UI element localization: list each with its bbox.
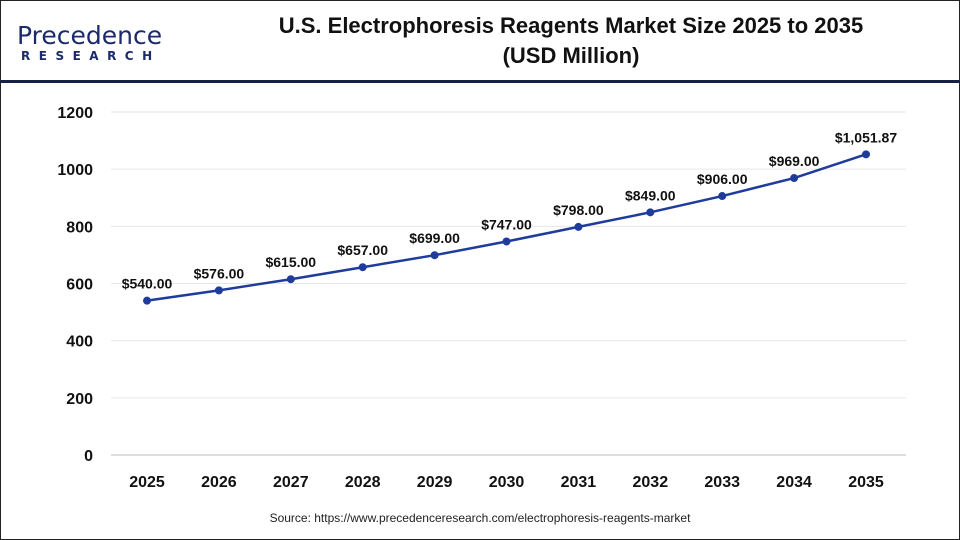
y-tick-label: 1200 xyxy=(57,105,93,122)
logo-line1: Precedence xyxy=(17,21,163,50)
y-tick-label: 0 xyxy=(84,448,93,465)
y-tick-label: 1000 xyxy=(57,162,93,179)
data-label: $657.00 xyxy=(337,242,388,258)
x-tick-label: 2026 xyxy=(201,474,237,491)
x-tick-label: 2031 xyxy=(561,474,597,491)
x-tick-label: 2025 xyxy=(129,474,165,491)
data-point xyxy=(214,286,223,295)
data-label: $798.00 xyxy=(553,202,604,218)
x-tick-label: 2030 xyxy=(489,474,525,491)
x-tick-label: 2035 xyxy=(848,474,884,491)
data-point xyxy=(574,222,583,231)
data-label: $699.00 xyxy=(409,230,460,246)
data-label: $906.00 xyxy=(697,171,748,187)
x-tick-label: 2033 xyxy=(704,474,740,491)
x-tick-label: 2028 xyxy=(345,474,381,491)
x-tick-label: 2027 xyxy=(273,474,309,491)
data-point xyxy=(646,208,655,217)
x-tick-label: 2032 xyxy=(633,474,669,491)
data-label: $576.00 xyxy=(194,265,245,281)
data-label: $969.00 xyxy=(769,153,820,169)
x-tick-label: 2034 xyxy=(776,474,812,491)
logo-line2: RESEARCH xyxy=(21,49,161,63)
data-point xyxy=(143,296,151,305)
data-label: $849.00 xyxy=(625,187,676,203)
data-label: $540.00 xyxy=(122,276,173,292)
data-label: $747.00 xyxy=(481,216,532,232)
source-note: Source: https://www.precedenceresearch.c… xyxy=(269,511,691,525)
data-point xyxy=(430,251,439,260)
y-tick-label: 200 xyxy=(66,391,93,408)
y-tick-label: 400 xyxy=(66,334,93,351)
y-tick-label: 800 xyxy=(66,219,93,236)
logo: Precedence RESEARCH xyxy=(17,21,163,64)
data-point xyxy=(502,237,511,246)
chart-title: U.S. Electrophoresis Reagents Market Siz… xyxy=(201,11,941,71)
title-line1: U.S. Electrophoresis Reagents Market Siz… xyxy=(278,13,864,38)
y-tick-label: 600 xyxy=(66,277,93,294)
data-point xyxy=(790,174,799,183)
data-point xyxy=(286,275,295,284)
x-tick-label: 2029 xyxy=(417,474,453,491)
header-divider xyxy=(1,80,959,83)
data-point xyxy=(718,192,727,201)
data-label: $615.00 xyxy=(265,254,316,270)
title-line2: (USD Million) xyxy=(502,43,640,68)
data-label: $1,051.87 xyxy=(835,129,897,145)
data-point xyxy=(358,263,367,272)
data-point xyxy=(862,150,870,159)
